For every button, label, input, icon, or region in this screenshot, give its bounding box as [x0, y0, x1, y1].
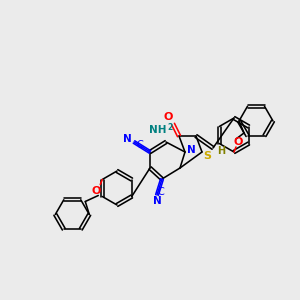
Text: C: C — [136, 140, 143, 150]
Text: C: C — [158, 187, 164, 197]
Text: N: N — [153, 196, 161, 206]
Text: H: H — [217, 146, 225, 156]
Text: O: O — [92, 187, 101, 196]
Text: S: S — [203, 151, 211, 161]
Text: O: O — [233, 137, 243, 147]
Text: NH: NH — [149, 125, 167, 135]
Text: O: O — [163, 112, 173, 122]
Text: N: N — [187, 145, 195, 155]
Text: 2: 2 — [167, 124, 172, 133]
Text: N: N — [123, 134, 131, 144]
